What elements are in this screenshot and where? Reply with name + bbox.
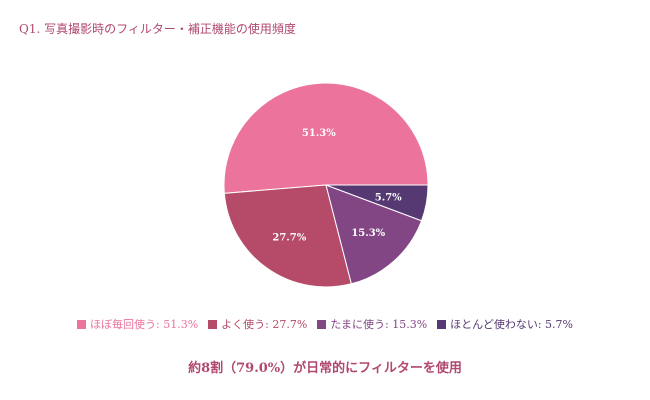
legend-label: ほとんど使わない: 5.7% <box>450 318 573 331</box>
legend-label: たまに使う: 15.3% <box>330 318 428 331</box>
legend-item[interactable]: ほとんど使わない: 5.7% <box>437 316 573 332</box>
chart-title: Q1. 写真撮影時のフィルター・補正機能の使用頻度 <box>19 22 296 36</box>
legend-swatch <box>77 320 87 329</box>
legend-swatch <box>437 320 447 329</box>
legend: ほぼ毎回使う: 51.3% よく使う: 27.7% たまに使う: 15.3% ほとんど… <box>0 316 650 332</box>
chart-annotation: 約8割（79.0%）が日常的にフィルターを使用 <box>188 361 462 376</box>
legend-label: ほぼ毎回使う: 51.3% <box>90 318 199 331</box>
legend-swatch <box>317 320 327 329</box>
legend-item[interactable]: たまに使う: 15.3% <box>317 316 427 332</box>
legend-label: よく使う: 27.7% <box>221 318 308 331</box>
slice-label: 15.3% <box>351 228 385 239</box>
slice-label: 27.7% <box>272 233 306 244</box>
legend-swatch <box>208 320 218 329</box>
legend-item[interactable]: ほぼ毎回使う: 51.3% <box>77 316 198 332</box>
pie-slice-0 <box>223 82 429 194</box>
slice-label: 5.7% <box>375 192 402 203</box>
slice-label: 51.3% <box>302 128 336 139</box>
pie-slice-3 <box>325 184 429 222</box>
pie-slice-1 <box>223 184 352 288</box>
legend-item[interactable]: よく使う: 27.7% <box>208 316 307 332</box>
pie-slice-2 <box>325 184 423 285</box>
